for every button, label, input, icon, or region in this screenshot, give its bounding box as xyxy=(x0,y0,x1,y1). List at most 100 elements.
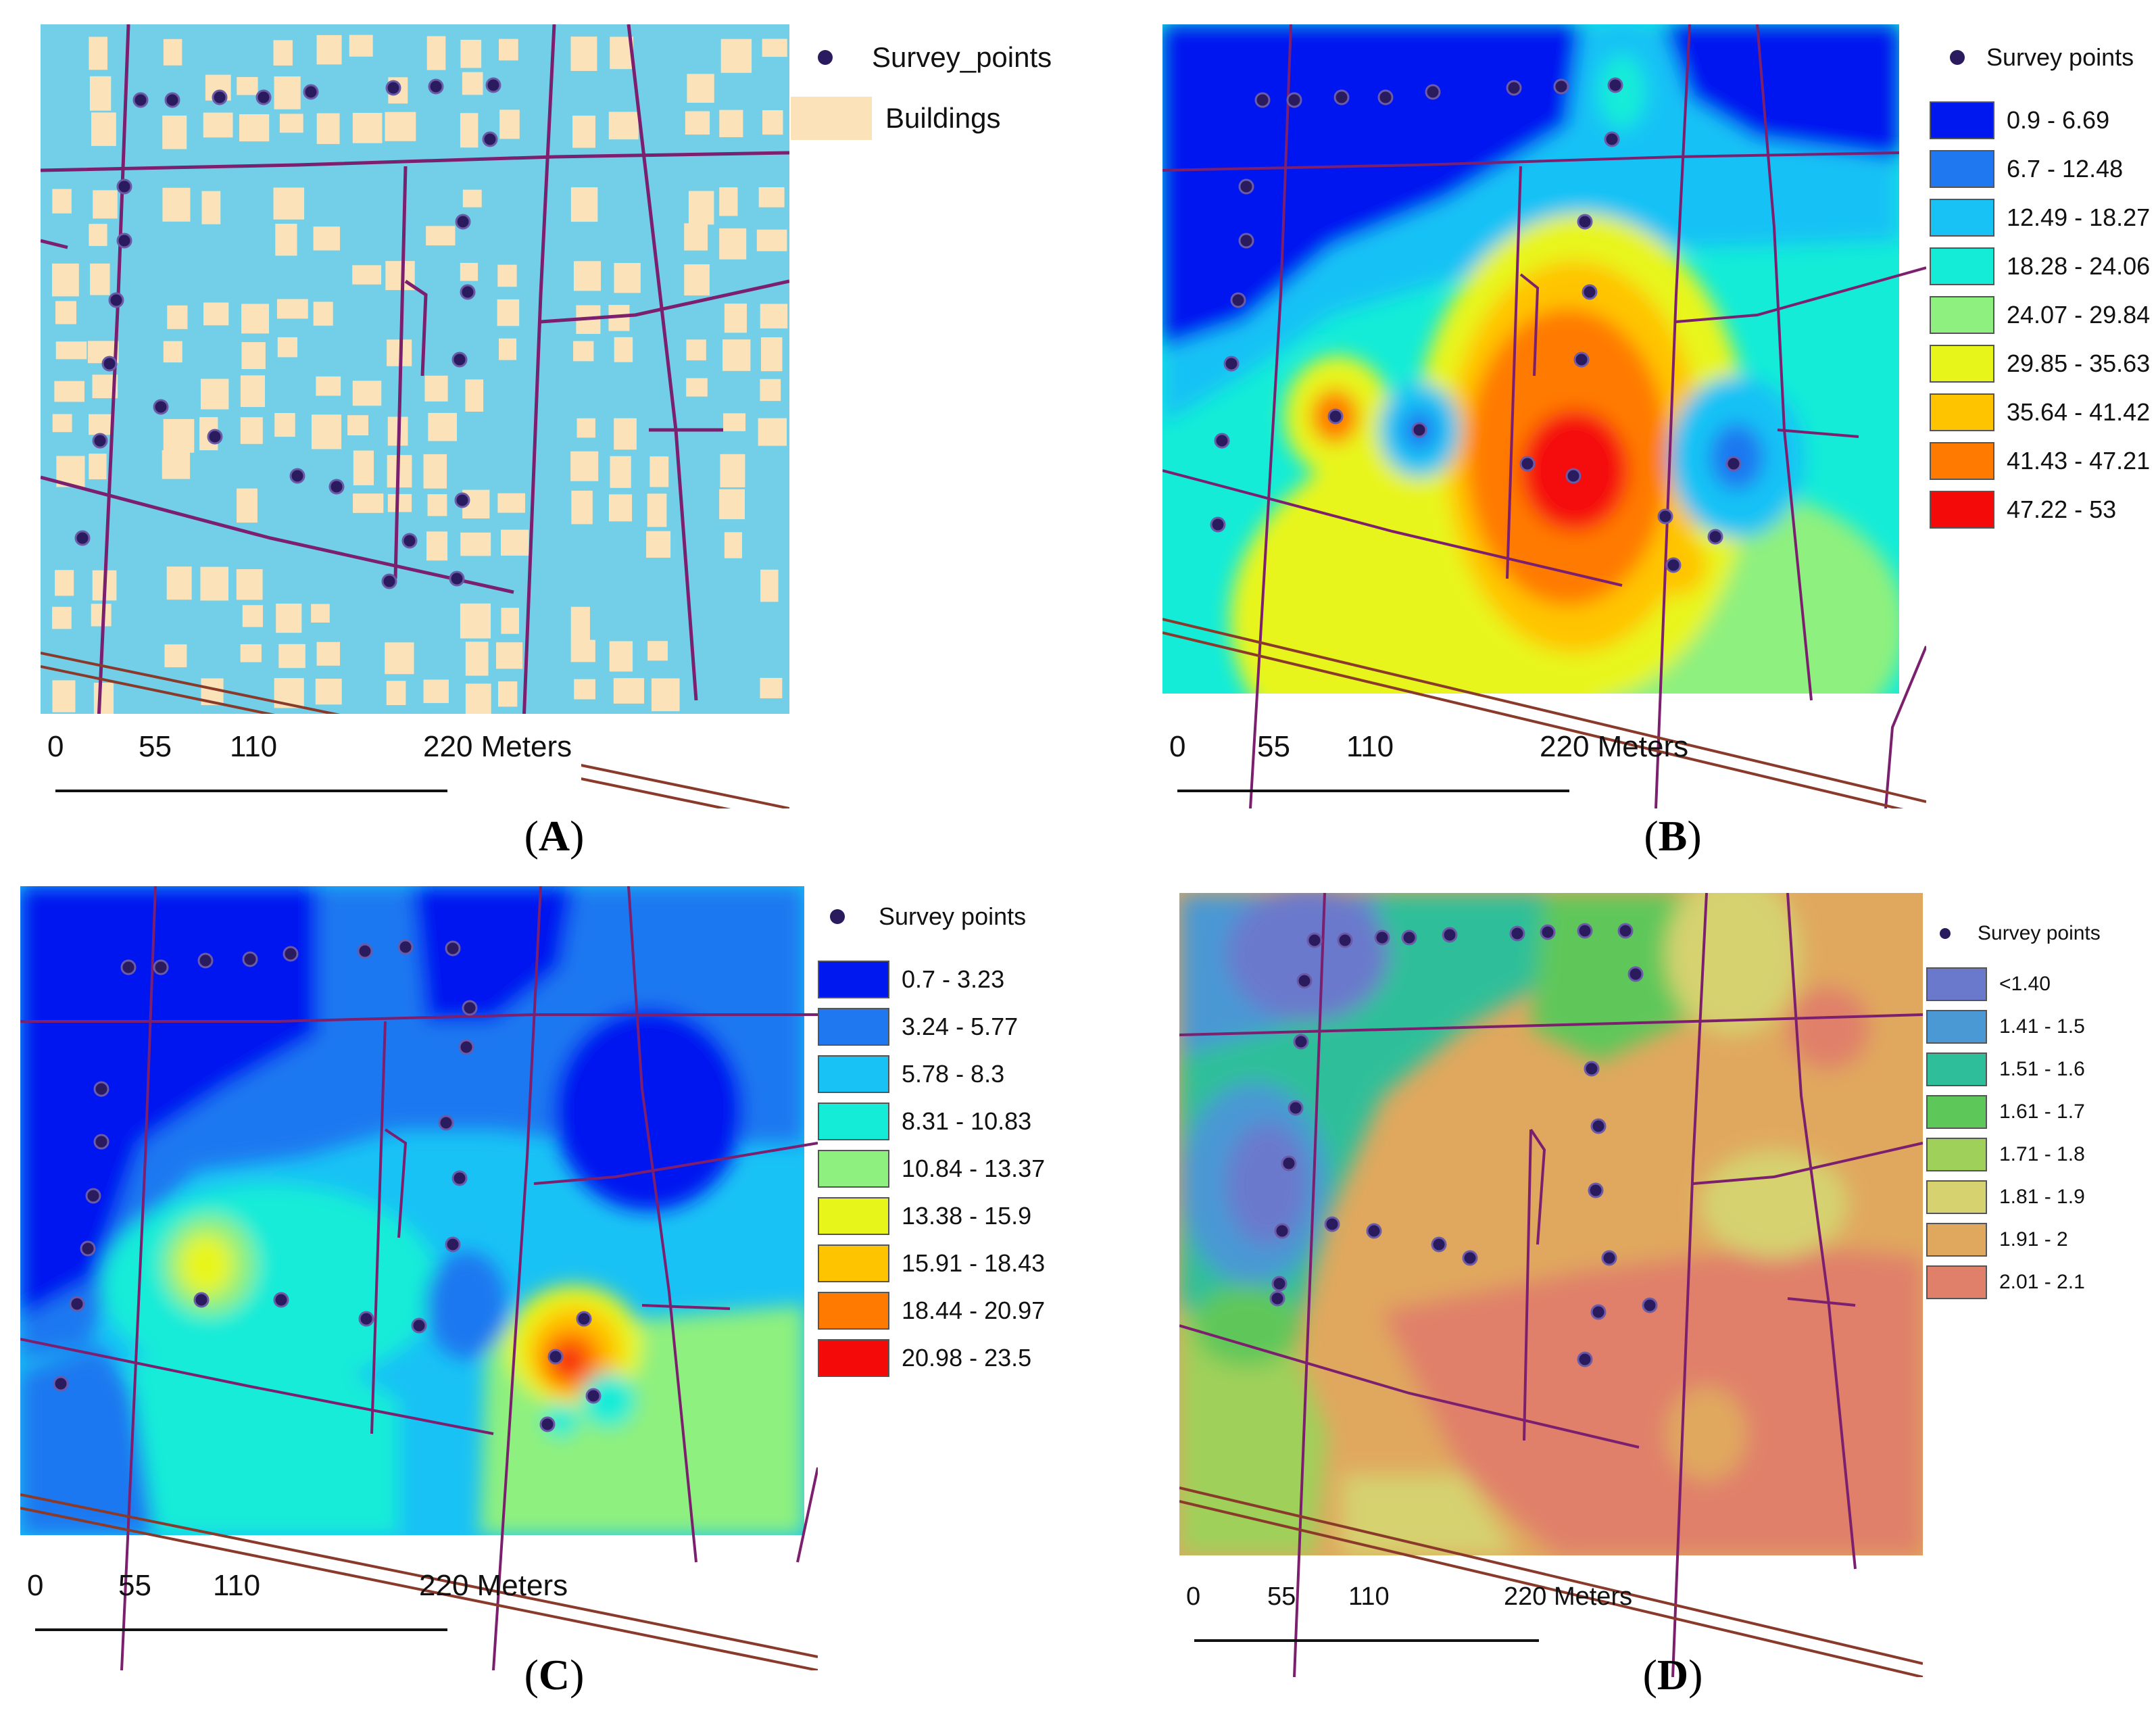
caption-b: (B) xyxy=(1644,812,1702,860)
building xyxy=(686,378,708,397)
building xyxy=(240,644,262,662)
legend-swatch xyxy=(1930,491,1994,529)
building xyxy=(497,493,525,513)
building xyxy=(52,189,72,214)
survey-point xyxy=(1293,1034,1309,1050)
legend-swatch xyxy=(818,961,889,998)
legend-class-label: 29.85 - 35.63 xyxy=(2007,349,2151,377)
building xyxy=(570,606,590,641)
building xyxy=(273,40,293,66)
survey-point xyxy=(1462,1250,1478,1266)
survey-point xyxy=(455,214,471,230)
building xyxy=(90,263,110,295)
survey-point xyxy=(449,571,465,587)
building xyxy=(758,418,787,446)
scale-label: 55 xyxy=(1267,1582,1296,1611)
building xyxy=(162,450,191,479)
survey-point xyxy=(482,131,498,147)
legend-class-row: 18.28 - 24.06 xyxy=(1930,247,2150,285)
building xyxy=(277,337,297,358)
legend-class-row: 1.91 - 2 xyxy=(1926,1223,2068,1257)
legend-class-label: 24.07 - 29.84 xyxy=(2007,301,2151,329)
survey-point xyxy=(74,530,91,546)
building xyxy=(426,226,456,246)
survey-points-layer xyxy=(1210,77,1742,573)
survey-point xyxy=(1577,1351,1593,1367)
legend-class-row: 6.7 - 12.48 xyxy=(1930,150,2123,188)
building xyxy=(385,112,416,141)
building xyxy=(684,223,708,251)
survey-point xyxy=(445,1236,461,1253)
survey-point xyxy=(1269,1290,1285,1307)
building xyxy=(427,494,447,516)
survey-point xyxy=(53,1376,69,1392)
legend-swatch xyxy=(1926,1265,1987,1299)
survey-point xyxy=(80,1240,96,1257)
legend-class-row: 1.81 - 1.9 xyxy=(1926,1180,2085,1214)
building xyxy=(462,189,482,208)
survey-point xyxy=(328,479,345,495)
scale-bar-d: 0 55 110 220 Meters xyxy=(1179,1569,1652,1650)
building xyxy=(608,112,639,140)
legend-class-label: 1.81 - 1.9 xyxy=(1999,1186,2085,1208)
survey-point xyxy=(1324,1216,1340,1232)
building xyxy=(719,110,743,137)
caption-c: (C) xyxy=(524,1651,585,1699)
legend-class-label: 47.22 - 53 xyxy=(2007,495,2117,523)
legend-class-label: 8.31 - 10.83 xyxy=(902,1107,1032,1135)
survey-point xyxy=(1577,923,1593,939)
building xyxy=(499,39,518,61)
legend-points-label: Survey points xyxy=(1978,922,2101,944)
legend-class-label: 12.49 - 18.27 xyxy=(2007,203,2151,231)
building xyxy=(200,566,229,601)
survey-point xyxy=(1254,92,1271,108)
building xyxy=(609,641,633,672)
survey-point xyxy=(153,959,169,975)
legend-class-label: 0.9 - 6.69 xyxy=(2007,106,2110,134)
legend-swatch xyxy=(1926,1180,1987,1214)
building xyxy=(571,490,593,525)
survey-point xyxy=(153,399,169,415)
scale-line xyxy=(35,1628,447,1631)
building xyxy=(428,412,458,441)
legend-class-label: 1.71 - 1.8 xyxy=(1999,1143,2085,1165)
legend-class-row: 1.61 - 1.7 xyxy=(1926,1095,2085,1129)
survey-point xyxy=(1411,422,1427,438)
survey-point xyxy=(283,946,299,962)
legend-class-label: 18.44 - 20.97 xyxy=(902,1297,1046,1324)
building xyxy=(240,375,266,408)
building xyxy=(762,110,783,135)
legend-class-row: 3.24 - 5.77 xyxy=(818,1008,1018,1046)
survey-point xyxy=(445,940,461,957)
legend-swatch xyxy=(1926,967,1987,1001)
building xyxy=(499,110,520,139)
building xyxy=(614,418,637,450)
building xyxy=(52,414,72,433)
legend-class-row: 47.22 - 53 xyxy=(1930,491,2116,529)
building xyxy=(162,187,191,222)
survey-point xyxy=(1274,1223,1290,1239)
building xyxy=(574,679,595,700)
legend-class-label: 1.91 - 2 xyxy=(1999,1228,2068,1251)
survey-point xyxy=(547,1349,564,1365)
survey-point xyxy=(357,943,373,959)
scale-label: 55 xyxy=(1257,730,1290,763)
building xyxy=(497,264,517,287)
legend-swatch xyxy=(818,1292,889,1330)
building xyxy=(724,304,747,333)
survey-point xyxy=(212,89,228,105)
survey-point-icon xyxy=(1950,50,1965,65)
legend-swatch xyxy=(1930,101,1994,139)
survey-point xyxy=(242,951,258,967)
survey-point xyxy=(1707,529,1723,545)
survey-point xyxy=(116,178,132,195)
survey-point xyxy=(1509,925,1525,942)
legend-points-label: Survey points xyxy=(1986,43,2134,71)
legend-class-row: 0.7 - 3.23 xyxy=(818,961,1004,998)
survey-point xyxy=(1601,1250,1617,1266)
building xyxy=(460,262,479,281)
legend-swatch xyxy=(1930,296,1994,334)
legend-class-label: 13.38 - 15.9 xyxy=(902,1202,1032,1230)
survey-point xyxy=(101,356,118,372)
survey-point xyxy=(197,952,214,969)
